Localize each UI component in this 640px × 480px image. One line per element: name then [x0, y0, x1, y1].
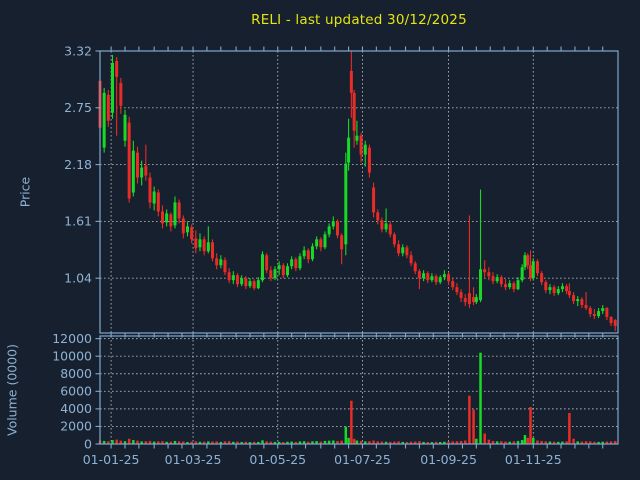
svg-text:01-11-25: 01-11-25 — [505, 452, 562, 467]
tick-marks-layer — [95, 46, 604, 449]
svg-text:2000: 2000 — [60, 419, 92, 434]
gridlines-layer — [100, 51, 618, 444]
svg-text:01-09-25: 01-09-25 — [420, 452, 477, 467]
svg-text:2.18: 2.18 — [64, 157, 92, 172]
svg-text:10000: 10000 — [52, 348, 92, 363]
svg-text:3.32: 3.32 — [64, 43, 92, 58]
svg-text:8000: 8000 — [60, 366, 92, 381]
price-axis-label: Price — [17, 176, 33, 208]
chart-title: RELI - last updated 30/12/2025 — [251, 12, 467, 28]
svg-text:01-03-25: 01-03-25 — [165, 452, 222, 467]
svg-text:1.04: 1.04 — [64, 270, 92, 285]
svg-text:4000: 4000 — [60, 401, 92, 416]
tick-labels-layer: 1.04 1.61 2.18 2.75 3.32 0 2000 4000 6000 8000 100… — [52, 43, 561, 467]
svg-text:01-01-25: 01-01-25 — [83, 452, 140, 467]
svg-text:01-05-25: 01-05-25 — [249, 452, 306, 467]
volume-axis-label: Volume (0000) — [4, 343, 20, 437]
candlesticks-layer — [98, 51, 617, 332]
svg-text:6000: 6000 — [60, 384, 92, 399]
axes-spines-layer — [99, 50, 619, 445]
volume-bars-layer — [98, 352, 617, 444]
svg-text:2.75: 2.75 — [64, 100, 92, 115]
svg-text:0: 0 — [84, 436, 92, 451]
svg-text:12000: 12000 — [52, 331, 92, 346]
svg-text:01-07-25: 01-07-25 — [334, 452, 391, 467]
svg-text:1.61: 1.61 — [64, 214, 92, 229]
